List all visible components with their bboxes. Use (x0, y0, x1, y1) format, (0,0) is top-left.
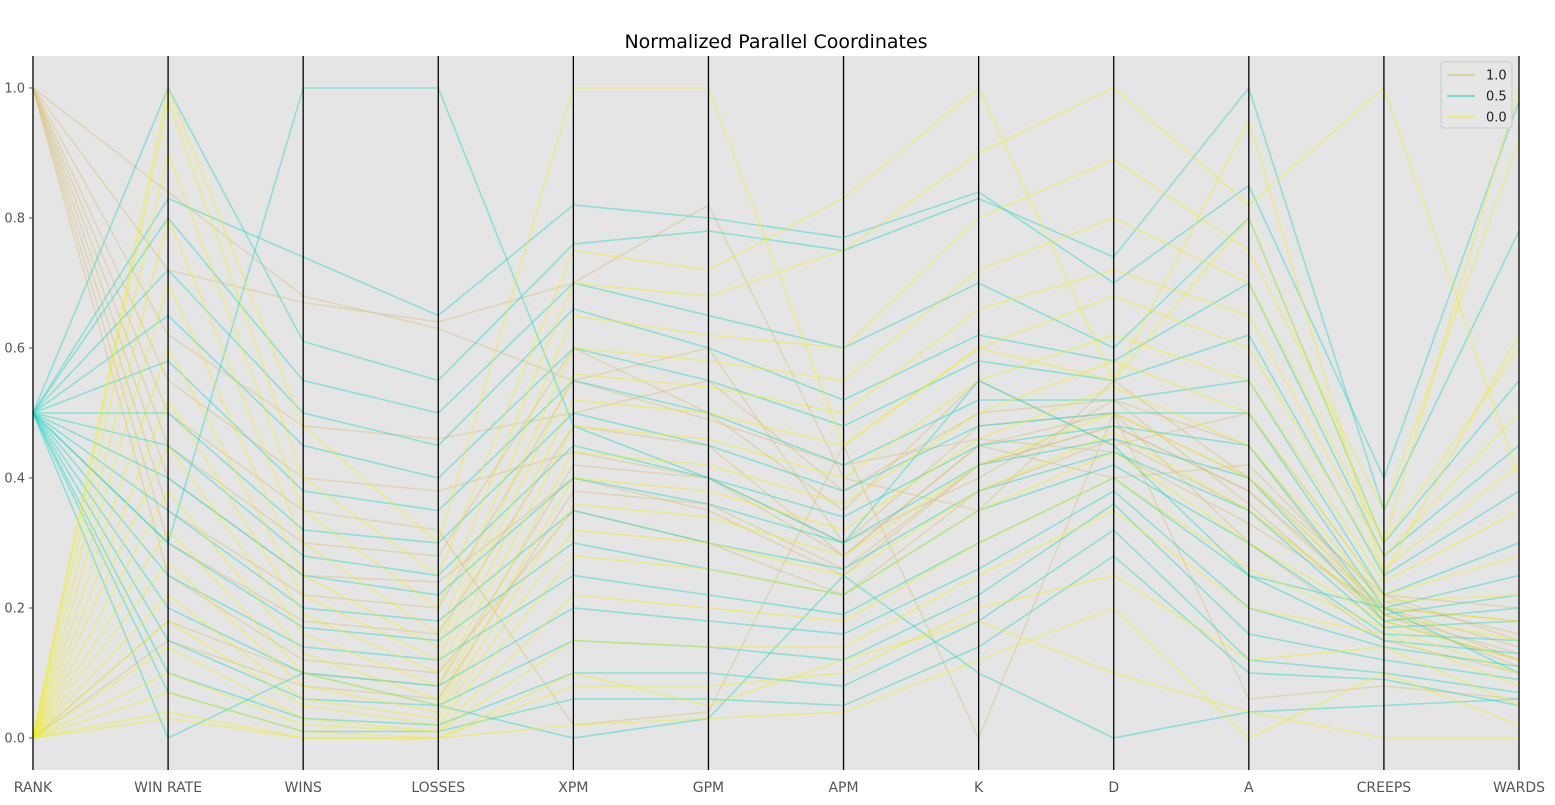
axis-label-a: A (1244, 780, 1254, 796)
y-ticks: 0.0 0.2 0.4 0.6 0.8 1.0 (4, 82, 33, 747)
series-0.0-line-9 (32, 386, 1520, 739)
series-0.0-line-6 (32, 295, 1520, 739)
series-0.5-line-11 (32, 412, 1520, 629)
series-0.0-line-7 (32, 334, 1520, 739)
series-1.0-line-1 (32, 87, 1520, 609)
series-0.5-line-2 (32, 100, 1520, 481)
series-1.0-line-4 (32, 87, 1520, 740)
y-tick-label: 0.0 (4, 732, 25, 747)
series-0.5-line-12 (32, 412, 1520, 642)
series-0.0-line-4 (32, 217, 1520, 739)
series-1.0-line-8 (32, 87, 1520, 635)
legend: 1.0 0.5 0.0 (1440, 61, 1513, 129)
series-0.5-line-14 (32, 412, 1520, 687)
series-0.5-line-1 (32, 87, 1520, 674)
series-0.0-line-8 (32, 360, 1520, 739)
axes (32, 56, 1520, 770)
series-0.5-line-15 (32, 412, 1520, 707)
legend-box (1440, 61, 1513, 129)
axis-labels: RANK WIN RATE WINS LOSSES XPM GPM APM K D A CREEPS… (14, 780, 1545, 796)
y-tick-label: 0.8 (4, 212, 25, 227)
legend-label-0.0: 0.0 (1486, 111, 1507, 126)
series-1.0-line-3 (32, 87, 1520, 674)
chart-title: Normalized Parallel Coordinates (624, 31, 927, 53)
series-1.0-line-11 (32, 425, 1520, 739)
series-0.0-line-14 (32, 509, 1520, 739)
axis-label-xpm: XPM (558, 780, 588, 796)
series-0.0-line-3 (32, 139, 1520, 739)
series-0.5-line-4 (32, 216, 1520, 545)
axis-label-wins: WINS (285, 780, 322, 796)
series-0.5-line-17 (32, 412, 1520, 733)
series-1.0-line-5 (32, 87, 1520, 642)
series-0.0-line-1 (32, 86, 1520, 739)
series-0.0-line-16 (32, 607, 1520, 739)
series-0.5-line-7 (32, 360, 1520, 596)
series-0.0-line-2 (32, 86, 1520, 739)
series-0.0-line-17 (32, 620, 1519, 739)
series-0.0-line-0 (32, 85, 1520, 739)
y-tick-label: 0.2 (4, 602, 25, 617)
y-tick-label: 1.0 (4, 82, 25, 97)
axis-label-apm: APM (828, 780, 858, 796)
y-tick-label: 0.4 (4, 472, 25, 487)
series-0.0-line-11 (32, 431, 1520, 739)
series-0.5-line-3 (32, 86, 1520, 513)
series-0.0-line-5 (32, 269, 1520, 739)
series-lines (32, 85, 1520, 740)
series-1.0-line-0 (32, 87, 1520, 622)
axis-label-k: K (974, 780, 984, 796)
axis-label-gpm: GPM (693, 780, 724, 796)
series-0.5-line-16 (32, 412, 1520, 726)
series-0.5-line-0 (32, 412, 1520, 740)
series-0.5-line-8 (33, 412, 1520, 609)
axis-label-rank: RANK (14, 780, 53, 796)
series-0.0-line-13 (32, 477, 1520, 739)
axis-label-d: D (1108, 780, 1119, 796)
series-0.0-line-12 (32, 451, 1520, 739)
series-1.0-line-10 (32, 412, 1520, 739)
series-1.0-line-6 (32, 87, 1520, 648)
axis-label-losses: LOSSES (411, 780, 465, 796)
plot-background (33, 56, 1519, 770)
series-0.0-line-10 (32, 412, 1520, 739)
axis-label-creeps: CREEPS (1357, 780, 1412, 796)
series-0.5-line-9 (32, 412, 1520, 616)
series-0.0-line-15 (32, 574, 1520, 739)
series-0.5-line-13 (32, 412, 1520, 661)
series-1.0-line-2 (32, 87, 1520, 661)
series-0.5-line-6 (32, 314, 1520, 577)
series-0.5-line-5 (32, 268, 1520, 558)
axis-label-win-rate: WIN RATE (134, 780, 202, 796)
legend-label-1.0: 1.0 (1486, 69, 1507, 84)
legend-label-0.5: 0.5 (1486, 90, 1507, 105)
series-1.0-line-9 (32, 87, 1520, 674)
series-0.5-line-10 (32, 412, 1520, 622)
series-1.0-line-7 (32, 87, 1520, 661)
y-tick-label: 0.6 (4, 342, 25, 357)
axis-label-wards: WARDS (1493, 780, 1545, 796)
